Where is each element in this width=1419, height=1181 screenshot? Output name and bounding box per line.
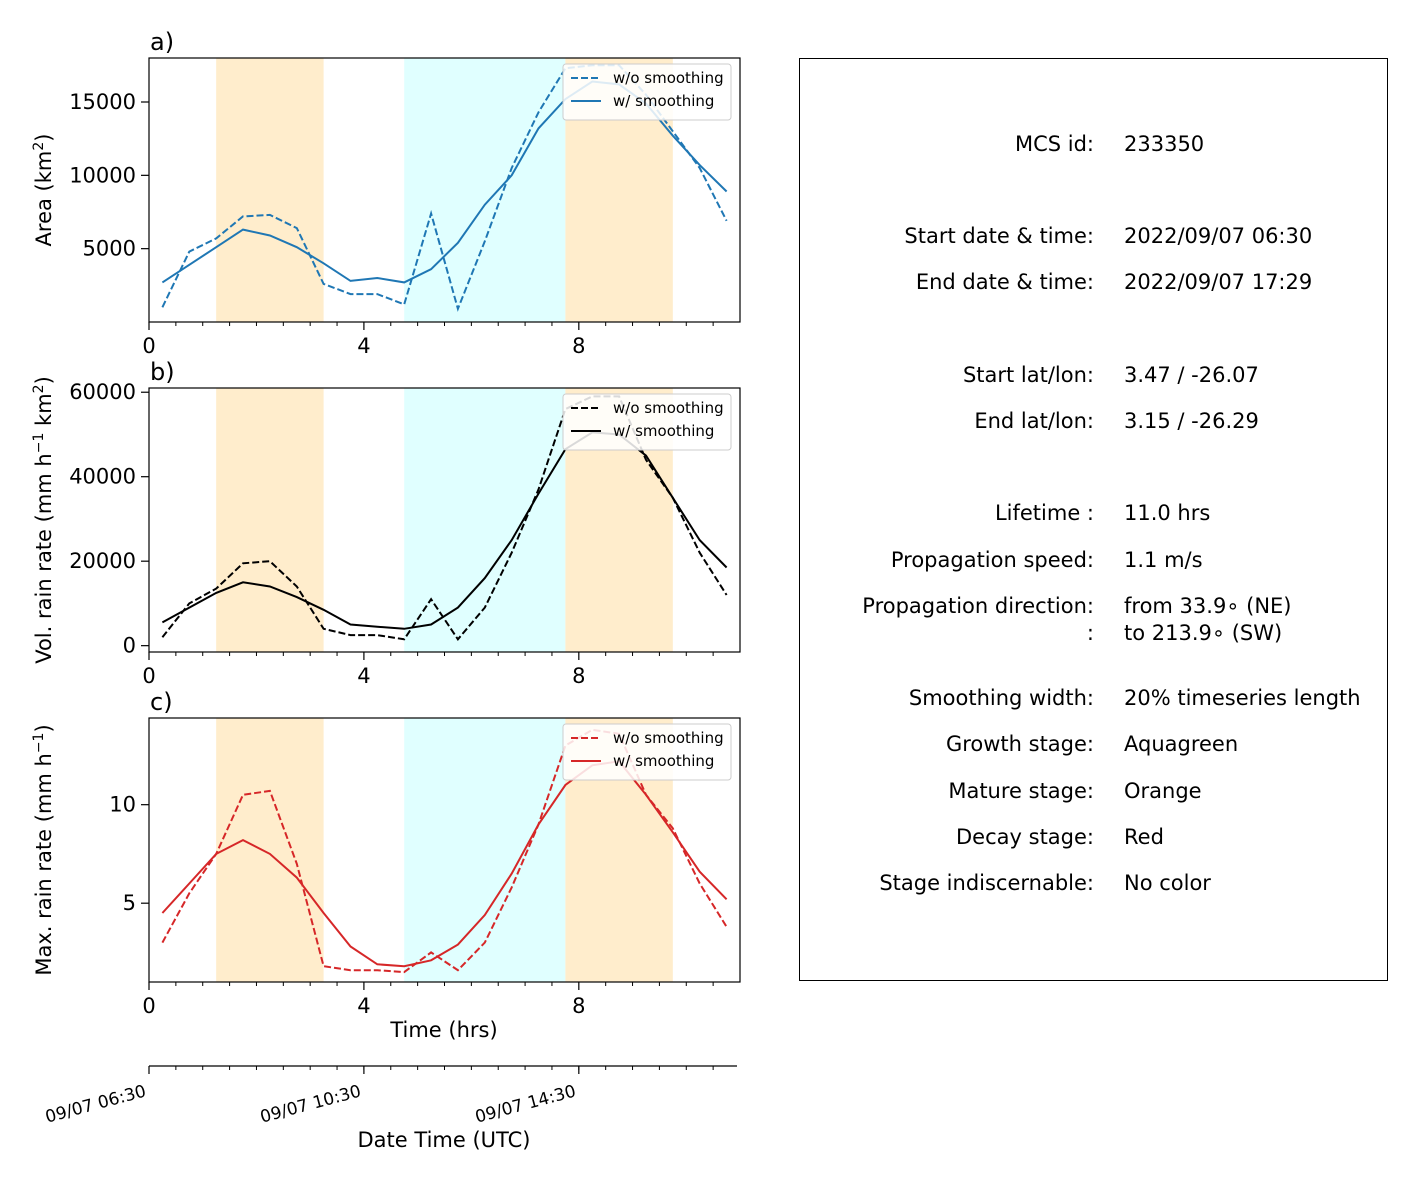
x-tick-label: 0 [142,334,155,358]
y-axis-label-text: ) [32,134,56,142]
stage-band-orange [216,388,324,652]
y-tick-label: 20000 [69,549,136,573]
y-axis-label-superscript: −1 [31,733,47,754]
propagation-speed-value: 1.1 m/s [1124,548,1203,572]
y-axis-label: Vol. rain rate (mm h−1 km2) [31,376,56,664]
start-latlon-value: 3.47 / -26.07 [1124,363,1259,387]
lifetime-label: Lifetime : [994,501,1094,525]
mcs-id-label: MCS id: [1014,132,1094,156]
series-line-raw [161,728,728,974]
propagation-direction-label: Propagation direction: [862,594,1094,618]
y-axis-label-superscript: 2 [31,142,47,151]
stage-band-aquagreen [404,388,566,652]
y-tick-label: 15000 [69,90,136,114]
end-datetime-label: End date & time: [915,270,1094,294]
x-tick-label: 8 [572,994,585,1018]
start-latlon-label: Start lat/lon: [962,363,1094,387]
legend-label: w/o smoothing [613,69,724,87]
x-tick-label: 4 [357,994,370,1018]
stage-band-aquagreen [404,718,566,982]
y-axis-label: Area (km2) [31,134,56,247]
legend-label: w/ smoothing [613,752,714,770]
mcs-id-value: 233350 [1124,132,1205,156]
stage-band-orange [216,58,324,322]
y-tick-label: 5 [123,891,136,915]
y-axis-label-text: km [32,393,56,432]
propagation-speed-label: Propagation speed: [890,548,1094,572]
legend-label: w/ smoothing [613,92,714,110]
datetime-tick-label: 09/07 14:30 [473,1082,578,1128]
legend-box [562,63,732,121]
propagation-direction-to: to 213.9∘ (SW) [1124,621,1283,645]
legend-label: w/o smoothing [613,399,724,417]
x-axis-label: Time (hrs) [389,1018,497,1042]
stage-band-orange [216,718,324,982]
stage-indiscernable-label: Stage indiscernable: [879,871,1094,895]
x-tick-label: 8 [572,334,585,358]
end-datetime-value: 2022/09/07 17:29 [1124,270,1313,294]
y-axis-label: Max. rain rate (mm h−1) [31,724,56,975]
decay-stage-value: Red [1124,825,1164,849]
legend-box [562,393,732,451]
panel-label: a) [150,28,174,56]
propagation-direction-from: from 33.9∘ (NE) [1124,594,1292,618]
x-tick-label: 4 [357,664,370,688]
x-tick-label: 4 [357,334,370,358]
smoothing-width-value: 20% timeseries length [1124,686,1361,710]
panel-label: b) [150,358,175,386]
mature-stage-value: Orange [1124,779,1202,803]
panel-label: c) [150,688,173,716]
growth-stage-label: Growth stage: [945,732,1094,756]
x-tick-label: 8 [572,664,585,688]
datetime-axis-label: Date Time (UTC) [358,1128,531,1152]
y-tick-label: 10 [109,793,136,817]
y-tick-label: 40000 [69,465,136,489]
decay-stage-label: Decay stage: [956,825,1094,849]
y-tick-label: 5000 [83,237,136,261]
panel-b-volumetric-rain: 0 4 8 0 20000 40000 60000 b) Vol. rain rate (mm … [31,358,741,688]
y-axis-label-text: Max. rain rate (mm h [32,753,56,976]
mcs-info-panel: MCS id: 233350 Start date & time: 2022/0… [799,58,1388,981]
legend: w/o smoothing w/ smoothing [562,393,732,451]
x-tick-label: 0 [142,994,155,1018]
mature-stage-label: Mature stage: [948,779,1094,803]
y-tick-label: 60000 [69,380,136,404]
legend: w/o smoothing w/ smoothing [562,723,732,781]
lifetime-value: 11.0 hrs [1124,501,1211,525]
panel-c-max-rain: 0 4 8 5 10 c) Max. rain rate (mm h−1) Time (hrs… [31,688,741,1042]
y-axis-label-text: Area (km [32,151,56,247]
y-axis-label-text: ) [32,724,56,732]
propagation-direction-colon: : [1086,621,1094,645]
legend-label: w/ smoothing [613,422,714,440]
legend: w/o smoothing w/ smoothing [562,63,732,121]
datetime-tick-label: 09/07 06:30 [43,1082,148,1128]
x-tick-label: 0 [142,664,155,688]
y-axis-label-text: ) [32,376,56,384]
y-axis-label-superscript: 2 [31,384,47,393]
end-latlon-label: End lat/lon: [974,409,1094,433]
stage-band-aquagreen [404,58,566,322]
stage-indiscernable-value: No color [1124,871,1211,895]
panel-a-area: 0 4 8 5000 10000 15000 a) Area (km2) w/o smoothi… [31,28,741,358]
datetime-tick-label: 09/07 10:30 [258,1082,363,1128]
y-tick-label: 0 [123,634,136,658]
y-axis-label-superscript: −1 [31,433,47,454]
end-latlon-value: 3.15 / -26.29 [1124,409,1259,433]
y-axis-label-text: Vol. rain rate (mm h [32,453,56,664]
legend-label: w/o smoothing [613,729,724,747]
legend-box [562,723,732,781]
smoothing-width-label: Smoothing width: [908,686,1094,710]
growth-stage-value: Aquagreen [1124,732,1239,756]
start-datetime-label: Start date & time: [904,224,1094,248]
start-datetime-value: 2022/09/07 06:30 [1124,224,1313,248]
y-tick-label: 10000 [69,163,136,187]
